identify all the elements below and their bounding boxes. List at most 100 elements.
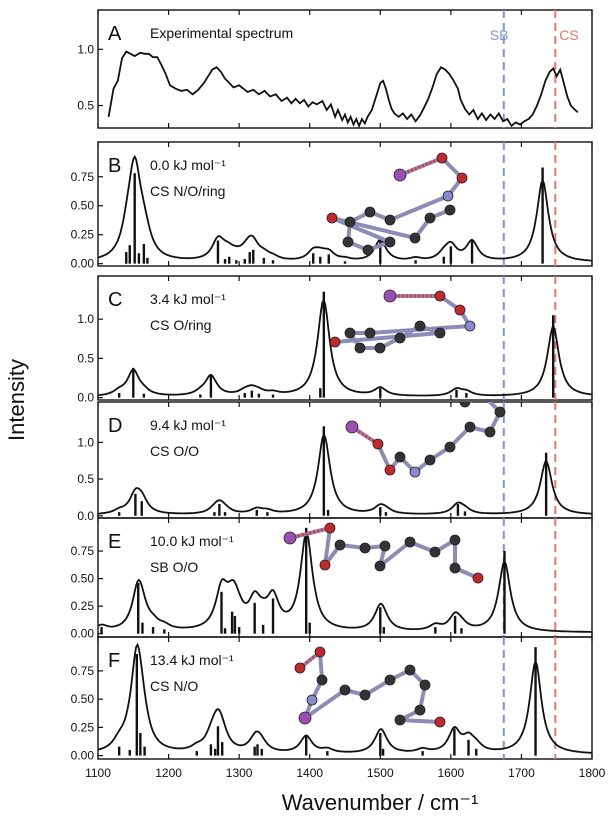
x-tick-label: 1300: [226, 766, 253, 780]
panel-conformer-label: CS N/O/ring: [150, 183, 225, 199]
panel-annotation: 3.4 kJ mol⁻¹: [150, 291, 226, 307]
reference-label-cs: CS: [559, 27, 578, 43]
molecule-atom: [454, 304, 466, 316]
molecule-structure-e: [283, 522, 484, 584]
panel-c: 0.0 0.5 1.0 C 3.4 kJ mol⁻¹ CS O/ring: [77, 275, 593, 405]
molecule-atom: [319, 559, 331, 571]
panel-f: 0.00 0.25 0.50 0.75 1100 1200 1300 1400 1500 1600…: [71, 636, 606, 780]
y-tick-label: 0.50: [71, 572, 95, 586]
molecule-atom: [434, 290, 446, 302]
molecule-atom: [394, 451, 406, 463]
molecule-atom: [404, 664, 416, 676]
y-tick-label: 1.0: [77, 42, 94, 56]
panel-letter-f: F: [108, 650, 120, 672]
molecule-atom: [424, 454, 436, 466]
y-tick-label: 1.0: [77, 312, 94, 326]
molecule-atom: [384, 674, 396, 686]
molecule-atom: [459, 402, 471, 408]
y-tick-label: 0.00: [71, 257, 95, 271]
molecule-atom: [419, 679, 431, 691]
panel-annotation: 9.4 kJ mol⁻¹: [150, 417, 226, 433]
x-tick-label: 1600: [438, 766, 465, 780]
molecule-atom: [342, 236, 354, 248]
panel-e: 0.00 0.25 0.50 0.75 E 10.0 kJ mol⁻¹ SB O/O: [71, 517, 593, 641]
molecule-atom: [359, 689, 371, 701]
molecule-structure-d: [345, 402, 506, 478]
panel-frame: [97, 636, 593, 760]
molecule-atom: [434, 716, 446, 728]
y-tick-label: 0.00: [71, 749, 95, 763]
molecule-atom: [494, 406, 506, 418]
y-tick-label: 0.50: [71, 199, 95, 213]
molecule-bond: [303, 688, 347, 720]
panel-content: [107, 50, 579, 128]
molecule-atom: [345, 420, 359, 434]
experimental-spectrum-line: [107, 50, 579, 128]
molecule-atom: [449, 562, 461, 574]
molecule-bond: [399, 156, 443, 177]
molecule-atom: [434, 327, 446, 339]
y-tick-label: 0.75: [71, 664, 95, 678]
panel-conformer-label: CS N/O: [150, 678, 198, 694]
calculated-envelope-line: [98, 642, 592, 754]
y-tick-label: 0.0: [77, 509, 94, 523]
panel-frame: [97, 275, 593, 401]
molecule-atom: [409, 466, 421, 478]
panel-conformer-label: CS O/ring: [150, 317, 211, 333]
molecule-atom: [374, 342, 386, 354]
panel-conformer-label: CS O/O: [150, 443, 199, 459]
molecule-atom: [393, 168, 407, 182]
molecule-hbond: [399, 156, 443, 177]
panel-letter-e: E: [108, 531, 121, 553]
panel-annotation: 13.4 kJ mol⁻¹: [150, 652, 234, 668]
y-tick-label: 0.25: [71, 228, 95, 242]
molecule-atom: [374, 560, 386, 572]
y-tick-label: 0.25: [71, 720, 95, 734]
y-tick-label: 0.5: [77, 99, 94, 113]
calculated-envelope-line: [98, 530, 592, 633]
molecule-atom: [294, 662, 306, 674]
molecule-atom: [484, 426, 496, 438]
panel-letter-c: C: [108, 289, 122, 311]
x-tick-label: 1100: [85, 766, 111, 780]
molecule-atom: [444, 441, 456, 453]
molecule-atom: [334, 539, 346, 551]
molecule-structure-f: [294, 646, 446, 728]
y-tick-label: 0.75: [71, 544, 95, 558]
molecule-atom: [464, 320, 476, 332]
molecule-bond: [334, 331, 441, 344]
molecule-atom: [384, 236, 396, 248]
y-axis-title: Intensity: [4, 359, 29, 441]
molecule-atom: [456, 172, 468, 184]
molecule-atom: [359, 542, 371, 554]
molecule-structure-c: [329, 289, 476, 354]
panel-d: 0.0 0.5 1.0 D 9.4 kJ mol⁻¹ CS O/O: [77, 401, 593, 523]
molecule-atom: [444, 204, 456, 216]
molecule-bond: [378, 540, 412, 568]
molecule-structure-b: [326, 152, 468, 256]
molecule-atom: [394, 332, 406, 344]
molecule-atom: [283, 531, 297, 545]
molecule-atom: [414, 704, 426, 716]
plot-area: 0.51.0A Experimental spectrum0.000.250.50…: [71, 9, 606, 780]
molecule-atom: [449, 534, 461, 546]
panel-content: [98, 289, 592, 398]
molecule-atom: [442, 190, 454, 202]
panel-annotation: 10.0 kJ mol⁻¹: [150, 533, 234, 549]
molecule-bond: [323, 527, 332, 566]
x-tick-label: 1700: [508, 766, 535, 780]
molecule-atom: [306, 694, 318, 706]
y-tick-label: 0.00: [71, 627, 95, 641]
x-axis-title: Wavenumber / cm⁻¹: [282, 790, 479, 815]
molecule-bond: [399, 718, 441, 724]
molecule-atom: [344, 216, 356, 228]
molecule-atom: [429, 546, 441, 558]
molecule-atom: [316, 674, 328, 686]
molecule-atom: [326, 212, 338, 224]
molecule-atom: [364, 327, 376, 339]
molecule-atom: [329, 336, 341, 348]
molecule-hbond: [289, 526, 331, 540]
molecule-atom: [314, 646, 326, 658]
x-tick-label: 1800: [579, 766, 606, 780]
